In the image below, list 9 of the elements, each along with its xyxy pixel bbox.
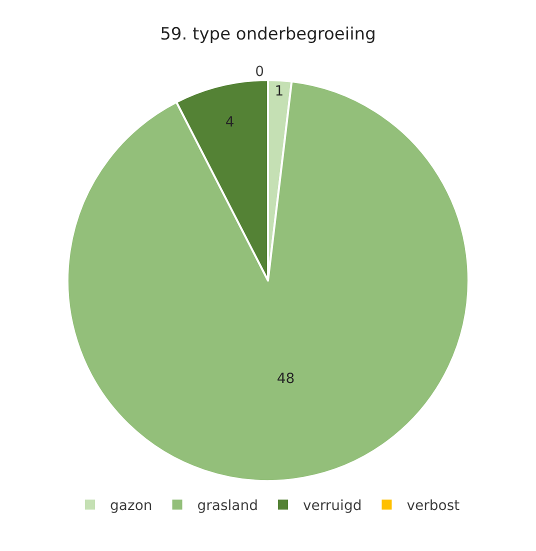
- data-label: 1: [274, 84, 284, 100]
- data-label: 48: [276, 371, 295, 388]
- data-label: 4: [225, 114, 234, 131]
- legend-label: gazon: [110, 498, 152, 514]
- legend-label: grasland: [197, 498, 258, 514]
- legend-label: verbost: [406, 498, 460, 514]
- legend-label: verruigd: [303, 498, 362, 514]
- text: 0: [255, 64, 264, 80]
- chart-title: 59. type onderbegroeiing: [160, 24, 376, 44]
